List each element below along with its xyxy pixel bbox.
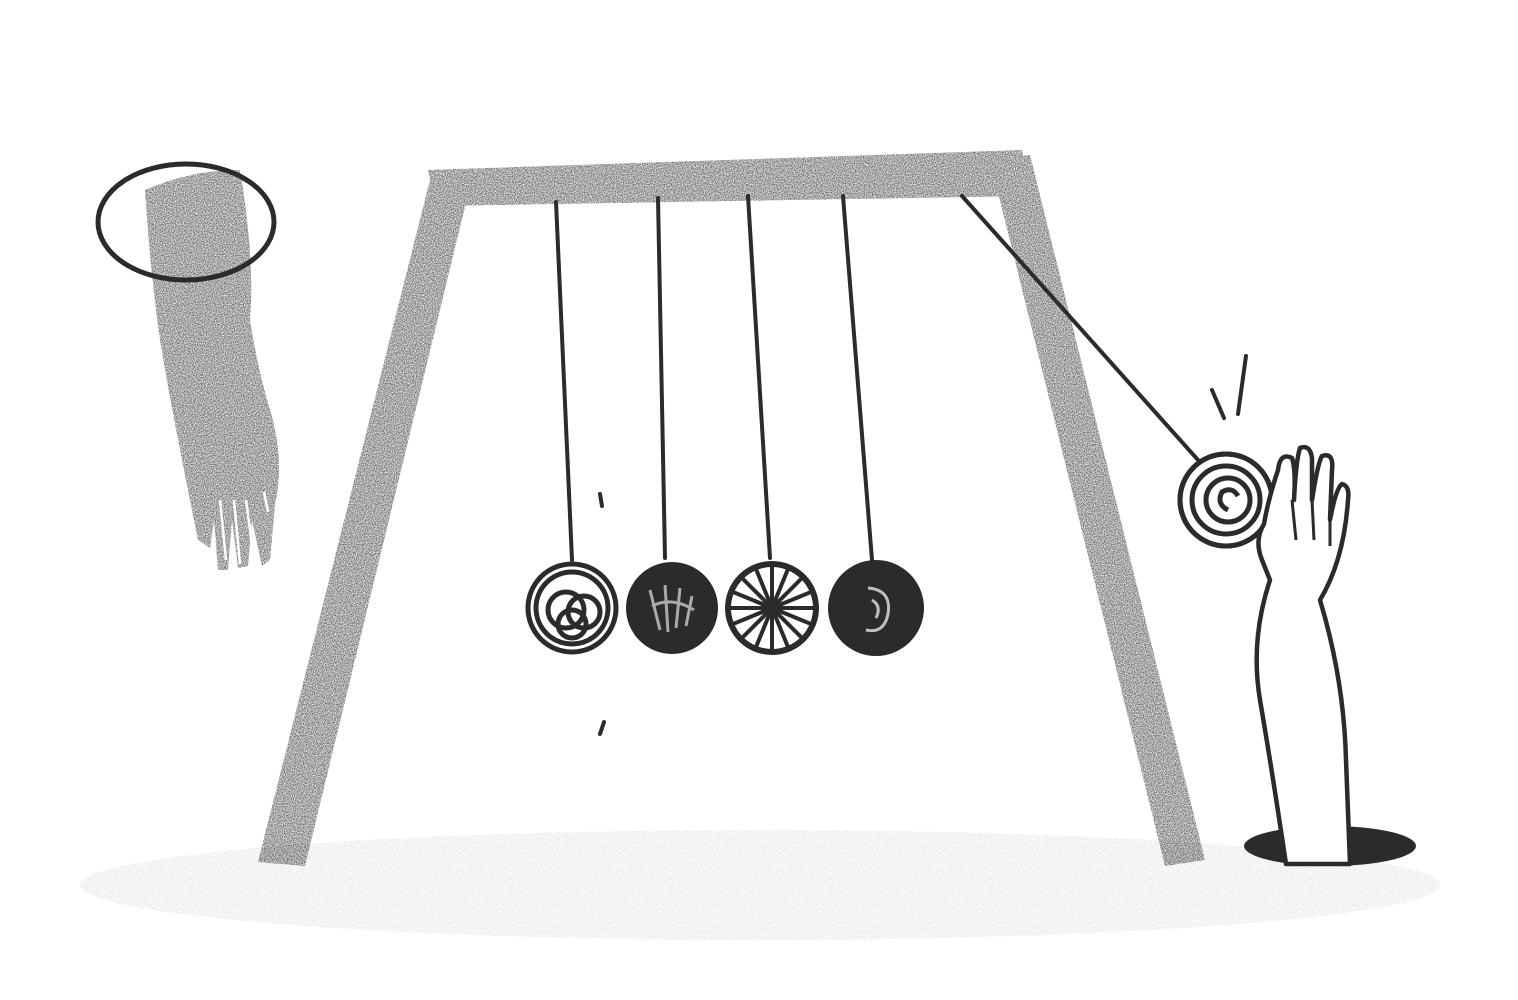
dark-arm <box>145 170 279 570</box>
swing-frame <box>258 150 1205 866</box>
motion-marks <box>598 354 1248 736</box>
frame-left-leg <box>258 172 470 866</box>
pendulum-ball-scribble <box>626 562 718 654</box>
pendulum-ball-loops <box>525 561 619 655</box>
white-arm <box>1254 444 1353 867</box>
ground-shadow <box>80 830 1440 940</box>
pendulum-strings <box>554 194 1200 562</box>
pendulum-string-5 <box>960 194 1200 462</box>
pendulum-string-4 <box>841 194 874 562</box>
pendulum-string-3 <box>746 194 772 560</box>
pendulum-ball-swirl <box>828 560 924 656</box>
pendulum-string-1 <box>554 200 574 562</box>
frame-right-leg <box>990 155 1205 866</box>
frame-top-beam <box>428 150 1032 206</box>
floating-arm <box>95 161 279 570</box>
arm-finger-lines <box>218 491 270 565</box>
pendulum-string-2 <box>656 196 667 560</box>
hand-finger-lines <box>1290 499 1332 546</box>
pendulum-ball-spokes <box>725 561 819 655</box>
hole-hand <box>1244 444 1416 867</box>
